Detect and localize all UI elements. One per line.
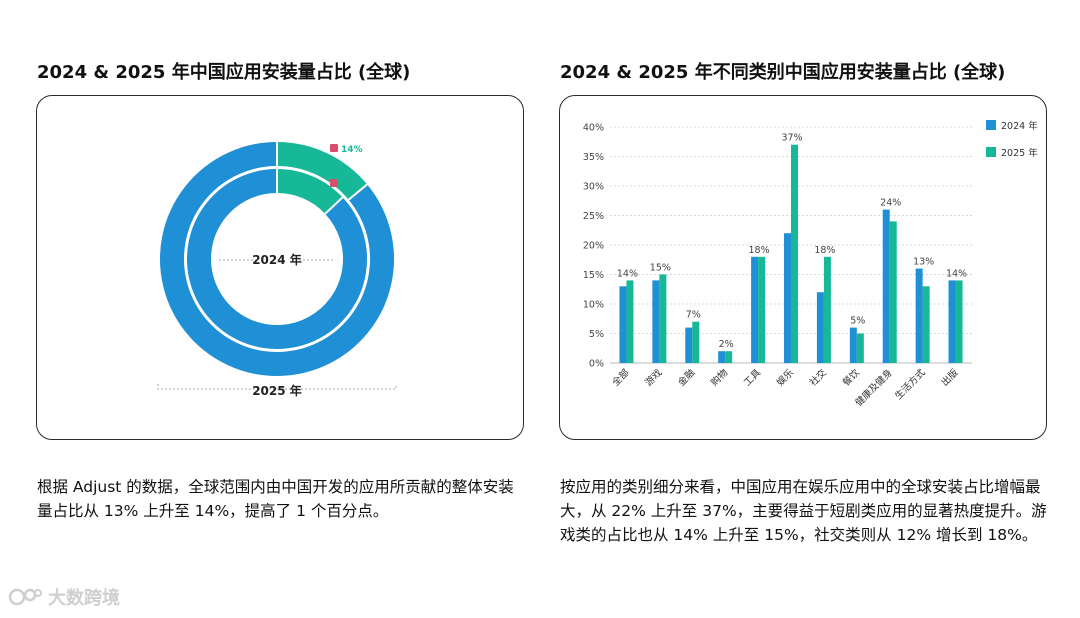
y-tick-label-4: 20% — [583, 241, 604, 252]
donut-inner-label-marker — [330, 179, 338, 187]
y-tick-label-6: 30% — [583, 182, 604, 193]
category-label-5: 娱乐 — [774, 366, 796, 388]
donut-inner-value-label: 13% — [341, 180, 363, 190]
bar-0-series-0 — [619, 286, 627, 363]
bar-4-series-0 — [751, 256, 759, 363]
left-paragraph: 根据 Adjust 的数据，全球范围内由中国开发的应用所贡献的整体安装量占比从 … — [37, 478, 514, 520]
donut-outer-separator-1 — [348, 183, 368, 201]
bar-chart: 0% 5% 10% 15% 20% 25% 30% 35% 40% 14% 全部 15% 游戏 7% 金融 2… — [583, 120, 1038, 409]
data-label-5: 37% — [781, 133, 802, 144]
y-tick-label-5: 25% — [583, 211, 604, 222]
right-chart-panel: 0% 5% 10% 15% 20% 25% 30% 35% 40% 14% 全部 15% 游戏 7% 金融 2… — [559, 95, 1047, 440]
category-label-3: 购物 — [708, 366, 730, 388]
donut-inner-separator-1 — [324, 196, 344, 215]
bar-6-series-0 — [816, 292, 824, 363]
category-label-7: 餐饮 — [840, 366, 862, 388]
data-label-2: 7% — [686, 310, 701, 321]
category-label-0: 全部 — [610, 367, 632, 389]
data-label-8: 24% — [880, 198, 901, 209]
bar-7-series-0 — [849, 327, 857, 363]
donut-chart: 14% 13% 2024 年 2025 年 — [157, 142, 397, 398]
category-label-2: 金融 — [675, 366, 697, 388]
data-label-6: 18% — [814, 245, 835, 256]
y-tick-label-2: 10% — [583, 300, 604, 311]
bar-7-series-1 — [856, 333, 864, 363]
donut-inner-slice-0 — [276, 169, 343, 215]
watermark: 大数跨境 — [8, 584, 120, 610]
donut-outer-value-label: 14% — [341, 145, 363, 155]
bar-9-series-0 — [915, 268, 923, 363]
category-label-4: 工具 — [742, 367, 764, 389]
left-chart-title: 2024 & 2025 年中国应用安装量占比 (全球) — [37, 62, 411, 83]
bar-8-series-1 — [889, 221, 897, 363]
left-chart-panel: 14% 13% 2024 年 2025 年 — [36, 95, 524, 440]
donut-outer-label-marker — [330, 144, 338, 152]
donut-outer-slice-1 — [160, 142, 394, 376]
data-label-9: 13% — [913, 257, 934, 268]
y-tick-label-8: 40% — [583, 123, 604, 134]
bar-4-series-1 — [758, 256, 766, 363]
bar-8-series-0 — [882, 209, 890, 363]
y-tick-label-1: 5% — [589, 329, 604, 340]
right-paragraph: 按应用的类别细分来看，中国应用在娱乐应用中的全球安装占比增幅最大，从 22% 上… — [560, 478, 1047, 544]
data-label-7: 5% — [850, 316, 865, 327]
bar-10-series-1 — [955, 280, 963, 363]
inner-ring-name: 2024 年 — [252, 252, 302, 267]
data-label-3: 2% — [719, 339, 734, 350]
bar-6-series-1 — [823, 256, 831, 363]
y-tick-label-7: 35% — [583, 152, 604, 163]
bar-2-series-0 — [685, 327, 693, 363]
legend-label-1: 2025 年 — [1001, 147, 1038, 159]
bar-1-series-0 — [652, 280, 660, 363]
legend-label-0: 2024 年 — [1001, 120, 1038, 132]
legend-swatch-1 — [986, 147, 996, 157]
watermark-text: 大数跨境 — [48, 588, 120, 609]
right-chart-title: 2024 & 2025 年不同类别中国应用安装量占比 (全球) — [560, 62, 1006, 83]
outer-ring-guide — [157, 384, 397, 390]
bar-3-series-0 — [718, 351, 726, 363]
data-label-0: 14% — [617, 268, 638, 279]
bar-0-series-1 — [626, 280, 634, 363]
bar-5-series-0 — [784, 233, 791, 363]
bar-9-series-1 — [922, 286, 930, 363]
category-label-9: 生活方式 — [892, 366, 928, 402]
data-label-4: 18% — [749, 245, 770, 256]
watermark-logo-icon — [8, 588, 42, 606]
category-label-6: 社交 — [807, 366, 829, 388]
data-label-1: 15% — [650, 263, 671, 274]
y-tick-label-3: 15% — [583, 270, 604, 281]
donut-inner-slice-1 — [187, 169, 367, 349]
bar-2-series-1 — [692, 321, 700, 363]
y-tick-label-0: 0% — [589, 359, 604, 370]
bar-3-series-1 — [725, 351, 733, 363]
bar-10-series-0 — [948, 280, 956, 363]
donut-outer-slice-0 — [276, 142, 368, 201]
outer-ring-name: 2025 年 — [252, 383, 302, 398]
data-label-10: 14% — [946, 268, 967, 279]
bar-5-series-1 — [791, 144, 798, 363]
category-label-1: 游戏 — [643, 366, 665, 388]
bar-1-series-1 — [659, 274, 667, 363]
legend-swatch-0 — [986, 120, 996, 130]
category-label-10: 出版 — [939, 366, 961, 388]
